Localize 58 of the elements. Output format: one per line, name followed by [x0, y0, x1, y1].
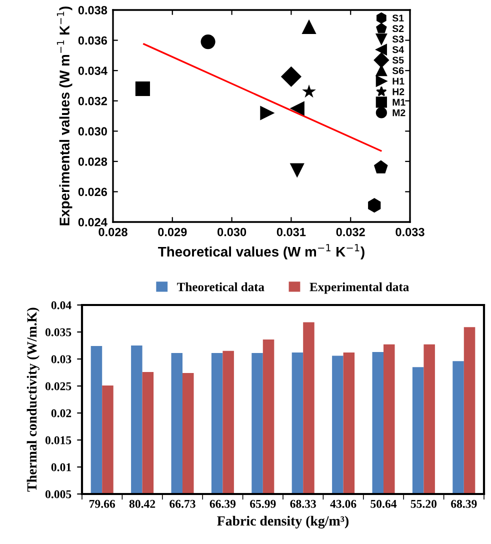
legend-label: Theoretical data — [177, 282, 264, 292]
x-axis-title: Theoretical values (W m$^{−1}$ K$^{−1}$) — [158, 244, 364, 260]
x-tick-label: 66.73 — [170, 500, 196, 508]
legend-label: M1 — [392, 98, 406, 106]
y-tick-label: 0.015 — [45, 436, 72, 444]
legend-label: S2 — [392, 25, 404, 32]
point — [200, 34, 216, 50]
y-tick-label: 0.034 — [78, 66, 108, 75]
x-tick-label: 80.42 — [129, 500, 156, 508]
x-tick-label: 0.032 — [336, 228, 365, 236]
x-tick-label: 0.030 — [217, 228, 246, 236]
x-tick-label: 50.64 — [370, 500, 397, 508]
x-tick-label: 79.66 — [89, 500, 116, 508]
point — [302, 19, 316, 34]
y-tick-label: 0.030 — [78, 127, 107, 136]
legend-label: S1 — [392, 14, 404, 22]
point — [280, 66, 302, 87]
y-tick-label: 0.024 — [78, 218, 108, 226]
point — [260, 106, 275, 120]
x-tick-label: 65.99 — [250, 500, 276, 508]
y-tick-label: 0.01 — [51, 463, 71, 472]
legend-label: M2 — [392, 109, 406, 116]
point — [374, 160, 388, 174]
x-tick-label: 0.033 — [396, 228, 424, 236]
y-axis-title: Experimental values (W m$^{−1}$ K$^{−1}$) — [56, 6, 72, 226]
legend-label: S6 — [392, 67, 404, 74]
x-tick-label: 68.39 — [451, 500, 477, 508]
y-tick-label: 0.035 — [45, 328, 72, 336]
x-tick-label: 43.06 — [330, 500, 356, 508]
legend-label: S5 — [392, 56, 404, 64]
y-tick-label: 0.028 — [78, 157, 108, 166]
y-tick-label: 0.02 — [51, 409, 72, 418]
x-tick-label: 0.028 — [98, 228, 128, 236]
y-axis-title: Thermal conductivity (W/m.K) — [26, 308, 40, 492]
y-tick-label: 0.032 — [78, 96, 107, 106]
legend-label: S3 — [392, 36, 404, 43]
point — [290, 163, 304, 178]
point — [368, 198, 381, 213]
point — [135, 81, 150, 96]
point — [302, 84, 316, 98]
y-tick-label: 0.03 — [51, 355, 72, 364]
legend-label: S4 — [392, 46, 404, 54]
point — [290, 101, 304, 116]
x-tick-label: 55.20 — [410, 500, 437, 508]
y-tick-label: 0.036 — [78, 36, 108, 45]
x-axis-title: Fabric density (kg/m³) — [217, 516, 349, 529]
y-tick-label: 0.038 — [78, 6, 108, 14]
x-tick-label: 0.029 — [158, 228, 187, 236]
y-tick-label: 0.026 — [78, 188, 108, 196]
legend-label: Experimental data — [310, 282, 409, 294]
legend-label: H2 — [392, 88, 404, 96]
x-tick-label: 66.39 — [210, 500, 236, 508]
y-tick-label: 0.025 — [45, 382, 72, 390]
legend-label: H1 — [392, 78, 404, 85]
y-tick-label: 0.005 — [45, 490, 72, 498]
y-tick-label: 0.04 — [51, 301, 72, 310]
x-tick-label: 68.33 — [290, 500, 316, 508]
x-tick-label: 0.031 — [276, 228, 306, 236]
